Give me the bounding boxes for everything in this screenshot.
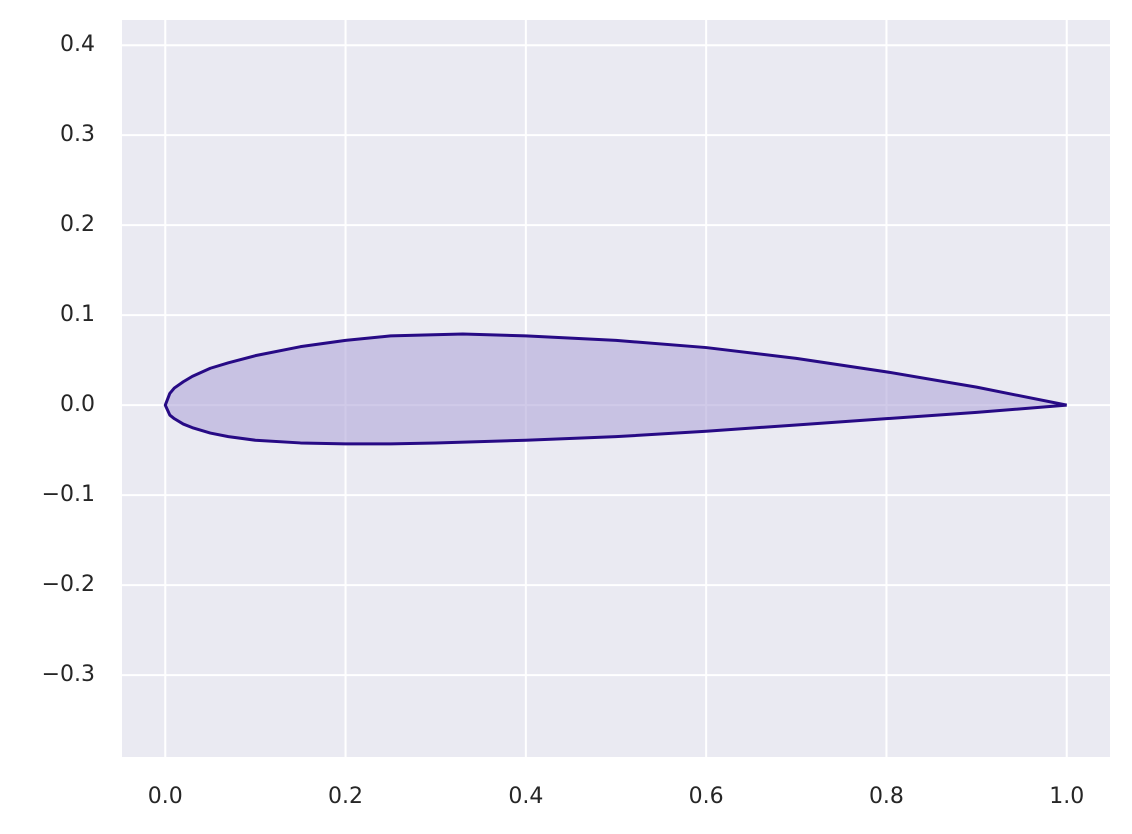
x-tick-label: 0.4: [508, 784, 543, 809]
y-tick-label: 0.3: [60, 122, 95, 147]
y-tick-label: −0.1: [42, 482, 95, 507]
airfoil-outline: [163, 332, 1068, 446]
y-tick-label: 0.1: [60, 302, 95, 327]
x-tick-label: 0.6: [689, 784, 724, 809]
airfoil-fill: [165, 334, 1067, 444]
y-tick-label: −0.3: [42, 662, 95, 687]
x-tick-label: 1.0: [1049, 784, 1084, 809]
y-tick-label: 0.0: [60, 392, 95, 417]
y-tick-label: 0.4: [60, 32, 95, 57]
y-tick-label: −0.2: [42, 572, 95, 597]
x-tick-label: 0.0: [148, 784, 183, 809]
y-tick-label: 0.2: [60, 212, 95, 237]
x-tick-label: 0.2: [328, 784, 363, 809]
x-tick-label: 0.8: [869, 784, 904, 809]
